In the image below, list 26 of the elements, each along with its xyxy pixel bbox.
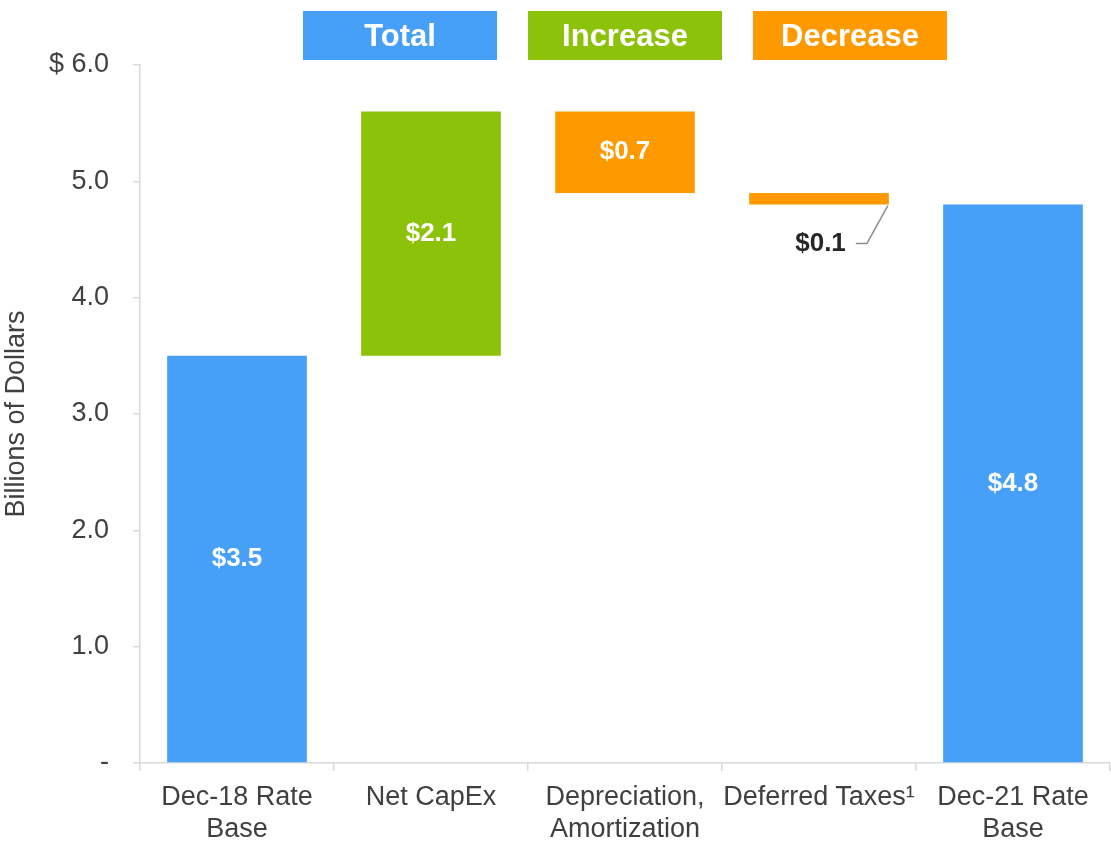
y-tick-label: 3.0 (71, 397, 109, 428)
data-label: $0.1 (795, 226, 846, 257)
y-axis-title: Billions of Dollars (0, 310, 30, 518)
text: Increase (528, 11, 722, 60)
y-tick-label: $ 6.0 (48, 48, 109, 79)
y-tick-label: - (100, 746, 109, 777)
x-tick-label: Net CapEx (365, 780, 497, 811)
y-tick-label: 5.0 (71, 164, 109, 195)
y-tick-label: 4.0 (71, 281, 109, 312)
data-label: $0.7 (599, 135, 651, 166)
y-tick-label: 1.0 (71, 630, 109, 661)
x-tick-label: Dec-21 Rate Base (937, 780, 1089, 843)
bar (555, 111, 695, 193)
bar (361, 111, 501, 356)
data-label: $4.8 (987, 466, 1039, 497)
text: Decrease (753, 11, 947, 60)
x-tick-label: Deferred Taxes¹ (723, 780, 915, 811)
bar (943, 204, 1083, 763)
x-tick-label: Depreciation, Amortization (545, 780, 705, 843)
data-label: $3.5 (211, 542, 263, 573)
bar (749, 192, 889, 205)
text: Total (303, 11, 497, 60)
data-label: $2.1 (405, 216, 457, 247)
x-tick-label: Dec-18 Rate Base (161, 780, 313, 843)
y-tick-label: 2.0 (71, 513, 109, 544)
bar (167, 355, 307, 763)
